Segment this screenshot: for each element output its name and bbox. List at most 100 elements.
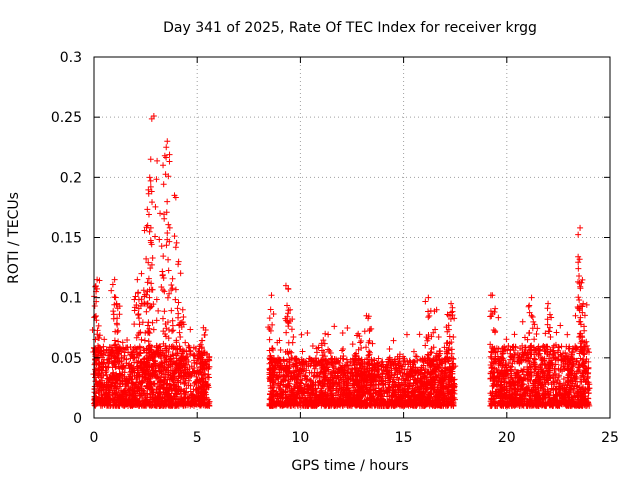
data-point — [565, 359, 572, 366]
data-point — [429, 357, 436, 364]
data-point — [344, 369, 351, 376]
data-point — [155, 390, 162, 397]
data-point — [277, 357, 284, 364]
data-point — [511, 351, 518, 358]
data-point — [449, 362, 456, 369]
data-point — [435, 391, 442, 398]
data-point — [333, 357, 340, 364]
data-point — [413, 353, 420, 360]
data-point — [309, 343, 316, 350]
data-point — [176, 329, 183, 336]
data-point — [557, 322, 564, 329]
data-point — [186, 393, 193, 400]
data-point — [334, 370, 341, 377]
data-point — [111, 398, 118, 405]
data-point — [564, 391, 571, 398]
data-point — [303, 367, 310, 374]
data-point — [304, 383, 311, 390]
data-point — [404, 371, 411, 378]
data-point — [397, 385, 404, 392]
data-point — [363, 384, 370, 391]
data-point — [398, 362, 405, 369]
data-point — [362, 402, 369, 409]
data-point — [189, 391, 196, 398]
data-point — [549, 361, 556, 368]
data-point — [172, 379, 179, 386]
data-point — [513, 370, 520, 377]
data-point — [416, 331, 423, 338]
data-point — [311, 394, 318, 401]
data-point — [404, 358, 411, 365]
data-point — [414, 375, 421, 382]
chart-title: Day 341 of 2025, Rate Of TEC Index for r… — [163, 20, 537, 36]
data-point — [530, 318, 537, 325]
data-point — [532, 391, 539, 398]
data-point — [188, 363, 195, 370]
data-point — [423, 373, 430, 380]
data-point — [293, 376, 300, 383]
data-point — [181, 380, 188, 387]
data-point — [451, 383, 458, 390]
data-point — [307, 378, 314, 385]
data-point — [392, 356, 399, 363]
data-point — [270, 387, 277, 394]
data-point — [304, 389, 311, 396]
data-point — [516, 400, 523, 407]
data-point — [318, 393, 325, 400]
data-point — [450, 402, 457, 409]
data-point — [149, 386, 156, 393]
data-point — [163, 345, 170, 352]
data-point — [136, 401, 143, 408]
data-point — [582, 386, 589, 393]
data-point — [205, 384, 212, 391]
data-point — [575, 392, 582, 399]
data-point — [373, 396, 380, 403]
data-point — [360, 385, 367, 392]
data-point — [269, 388, 276, 395]
data-point — [149, 367, 156, 374]
data-point — [437, 386, 444, 393]
data-point — [553, 379, 560, 386]
data-point — [344, 324, 351, 331]
data-point — [515, 386, 522, 393]
data-point — [378, 371, 385, 378]
data-point — [392, 361, 399, 368]
data-point — [388, 367, 395, 374]
data-point — [275, 373, 282, 380]
data-point — [160, 382, 167, 389]
data-point — [351, 365, 358, 372]
data-point — [99, 394, 106, 401]
data-point — [191, 359, 198, 366]
data-point — [444, 401, 451, 408]
data-point — [403, 391, 410, 398]
data-point — [377, 388, 384, 395]
data-point — [292, 356, 299, 363]
data-point — [167, 395, 174, 402]
data-point — [109, 380, 116, 387]
data-point — [497, 382, 504, 389]
data-point — [425, 389, 432, 396]
data-point — [341, 370, 348, 377]
data-point — [509, 392, 516, 399]
data-point — [108, 355, 115, 362]
data-point — [286, 387, 293, 394]
data-point — [322, 399, 329, 406]
data-point — [583, 365, 590, 372]
data-point — [177, 401, 184, 408]
data-point — [488, 364, 495, 371]
data-point — [548, 381, 555, 388]
data-point — [163, 358, 170, 365]
data-point — [154, 399, 161, 406]
data-point — [327, 382, 334, 389]
data-point — [344, 401, 351, 408]
data-point — [495, 314, 502, 321]
data-point — [198, 392, 205, 399]
data-point — [560, 350, 567, 357]
data-point — [378, 359, 385, 366]
data-point — [554, 392, 561, 399]
data-point — [121, 389, 128, 396]
data-point — [358, 394, 365, 401]
data-point — [291, 398, 298, 405]
data-point — [127, 355, 134, 362]
data-point — [192, 394, 199, 401]
